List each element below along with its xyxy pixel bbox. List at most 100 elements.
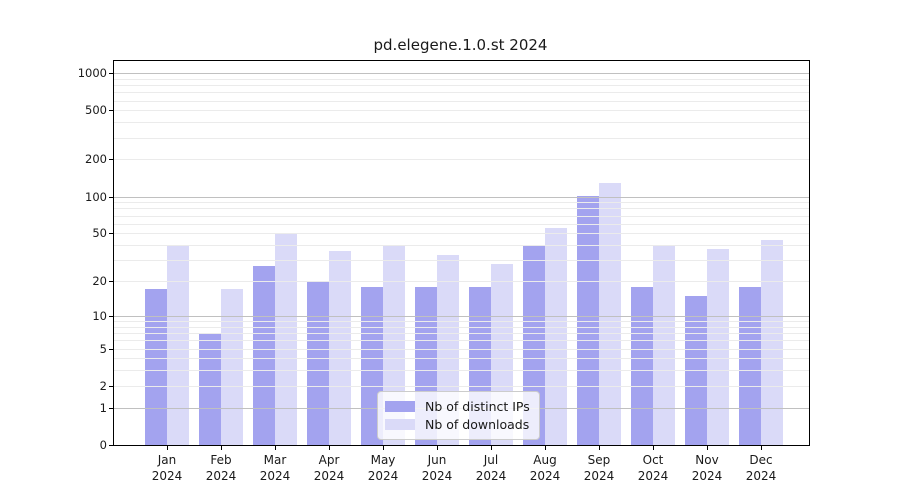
x-tick-year: 2024 <box>745 468 777 483</box>
y-tick-label: 1 <box>99 400 107 415</box>
y-tick-mark <box>109 110 113 112</box>
legend-label: Nb of distinct IPs <box>425 399 530 414</box>
x-tick-month: Oct <box>642 453 664 467</box>
minor-gridline <box>114 260 809 262</box>
y-tick-mark <box>109 348 113 350</box>
legend-row: Nb of downloads <box>385 416 530 433</box>
x-tick-month: Jun <box>427 453 447 467</box>
bar-distinct-ips-feb <box>199 333 221 445</box>
bar-distinct-ips-mar <box>253 265 275 445</box>
x-tick-mark <box>221 446 222 450</box>
bar-downloads-apr <box>329 250 351 445</box>
x-tick-label: Feb 2024 <box>206 453 237 484</box>
x-tick-month: Aug <box>533 453 557 467</box>
x-tick-month: Feb <box>210 453 232 467</box>
bar-downloads-aug <box>545 228 567 445</box>
chart-title: pd.elegene.1.0.st 2024 <box>373 36 548 54</box>
minor-gridline <box>114 233 809 235</box>
x-tick-label: Sep 2024 <box>584 453 615 484</box>
minor-gridline <box>114 326 809 328</box>
bar-downloads-nov <box>707 249 729 445</box>
minor-gridline <box>114 202 809 204</box>
bar-downloads-sep <box>599 182 621 445</box>
minor-gridline <box>114 137 809 139</box>
x-tick-month: Nov <box>695 453 719 467</box>
y-tick-label: 10 <box>92 308 107 323</box>
y-tick-mark <box>109 73 113 74</box>
x-tick-mark <box>437 446 438 450</box>
x-tick-label: Jan 2024 <box>152 453 183 484</box>
x-tick-year: 2024 <box>313 468 345 483</box>
minor-gridline <box>114 100 809 102</box>
bar-downloads-jan <box>167 246 189 445</box>
y-tick-mark <box>109 159 113 161</box>
legend-row: Nb of distinct IPs <box>385 398 530 415</box>
y-tick-label: 2 <box>99 378 107 393</box>
x-tick-label: Mar 2024 <box>260 453 291 484</box>
distinct-ips-swatch <box>385 401 415 412</box>
minor-gridline <box>114 110 809 112</box>
x-tick-mark <box>545 446 546 450</box>
minor-gridline <box>114 122 809 124</box>
y-tick-label: 1000 <box>77 66 107 80</box>
x-tick-mark <box>383 446 384 450</box>
x-tick-mark <box>329 446 330 450</box>
y-tick-mark <box>109 385 113 387</box>
x-tick-month: May <box>370 453 396 467</box>
x-tick-mark <box>707 446 708 450</box>
minor-gridline <box>114 245 809 246</box>
x-tick-year: 2024 <box>367 468 399 483</box>
y-tick-label: 5 <box>99 341 107 356</box>
minor-gridline <box>114 281 809 283</box>
y-tick-label: 200 <box>85 152 107 167</box>
bar-downloads-oct <box>653 246 675 445</box>
x-tick-year: 2024 <box>151 468 183 483</box>
x-tick-label: Jul 2024 <box>476 453 507 484</box>
x-tick-year: 2024 <box>637 468 669 483</box>
y-tick-mark <box>109 281 113 283</box>
y-tick-label: 100 <box>85 189 107 204</box>
minor-gridline <box>114 78 809 80</box>
x-tick-month: Mar <box>263 453 287 467</box>
x-tick-label: Dec 2024 <box>746 453 777 484</box>
y-tick-label: 20 <box>92 274 107 289</box>
y-tick-mark <box>109 315 113 317</box>
minor-gridline <box>114 92 809 94</box>
x-tick-label: Apr 2024 <box>314 453 345 484</box>
x-tick-mark <box>275 446 276 450</box>
bar-distinct-ips-jan <box>145 289 167 445</box>
y-tick-label: 0 <box>99 438 107 452</box>
x-tick-label: Oct 2024 <box>638 453 669 484</box>
x-tick-mark <box>653 446 654 450</box>
x-tick-label: May 2024 <box>368 453 399 484</box>
downloads-swatch <box>385 419 415 430</box>
bar-distinct-ips-dec <box>739 286 761 445</box>
minor-gridline <box>114 85 809 86</box>
x-tick-year: 2024 <box>529 468 561 483</box>
minor-gridline <box>114 348 809 350</box>
x-tick-mark <box>599 446 600 450</box>
minor-gridline <box>114 358 809 360</box>
x-tick-year: 2024 <box>205 468 237 483</box>
bar-downloads-dec <box>761 240 783 445</box>
x-tick-month: Jan <box>157 453 177 467</box>
x-tick-month: Apr <box>318 453 340 467</box>
bar-downloads-feb <box>221 289 243 445</box>
x-tick-year: 2024 <box>583 468 615 483</box>
bar-distinct-ips-oct <box>631 286 653 445</box>
minor-gridline <box>114 340 809 342</box>
x-tick-mark <box>491 446 492 450</box>
y-tick-mark <box>109 445 113 446</box>
x-tick-label: Aug 2024 <box>530 453 561 484</box>
minor-gridline <box>114 215 809 217</box>
minor-gridline <box>114 321 809 322</box>
x-tick-label: Nov 2024 <box>692 453 723 484</box>
x-tick-mark <box>167 446 168 450</box>
x-tick-year: 2024 <box>691 468 723 483</box>
minor-gridline <box>114 208 809 210</box>
x-tick-mark <box>761 446 762 450</box>
bar-downloads-mar <box>275 233 297 445</box>
bar-distinct-ips-apr <box>307 281 329 445</box>
y-tick-label: 500 <box>85 103 107 118</box>
